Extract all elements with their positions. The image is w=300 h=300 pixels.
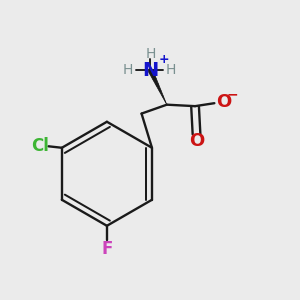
Text: H: H	[123, 64, 134, 77]
Text: N: N	[142, 61, 159, 80]
Text: Cl: Cl	[31, 137, 49, 155]
Text: O: O	[217, 93, 232, 111]
Polygon shape	[148, 70, 167, 105]
Text: H: H	[166, 64, 176, 77]
Text: H: H	[145, 47, 156, 61]
Text: F: F	[101, 240, 112, 258]
Text: +: +	[158, 53, 169, 66]
Text: O: O	[189, 132, 204, 150]
Text: −: −	[226, 88, 238, 102]
